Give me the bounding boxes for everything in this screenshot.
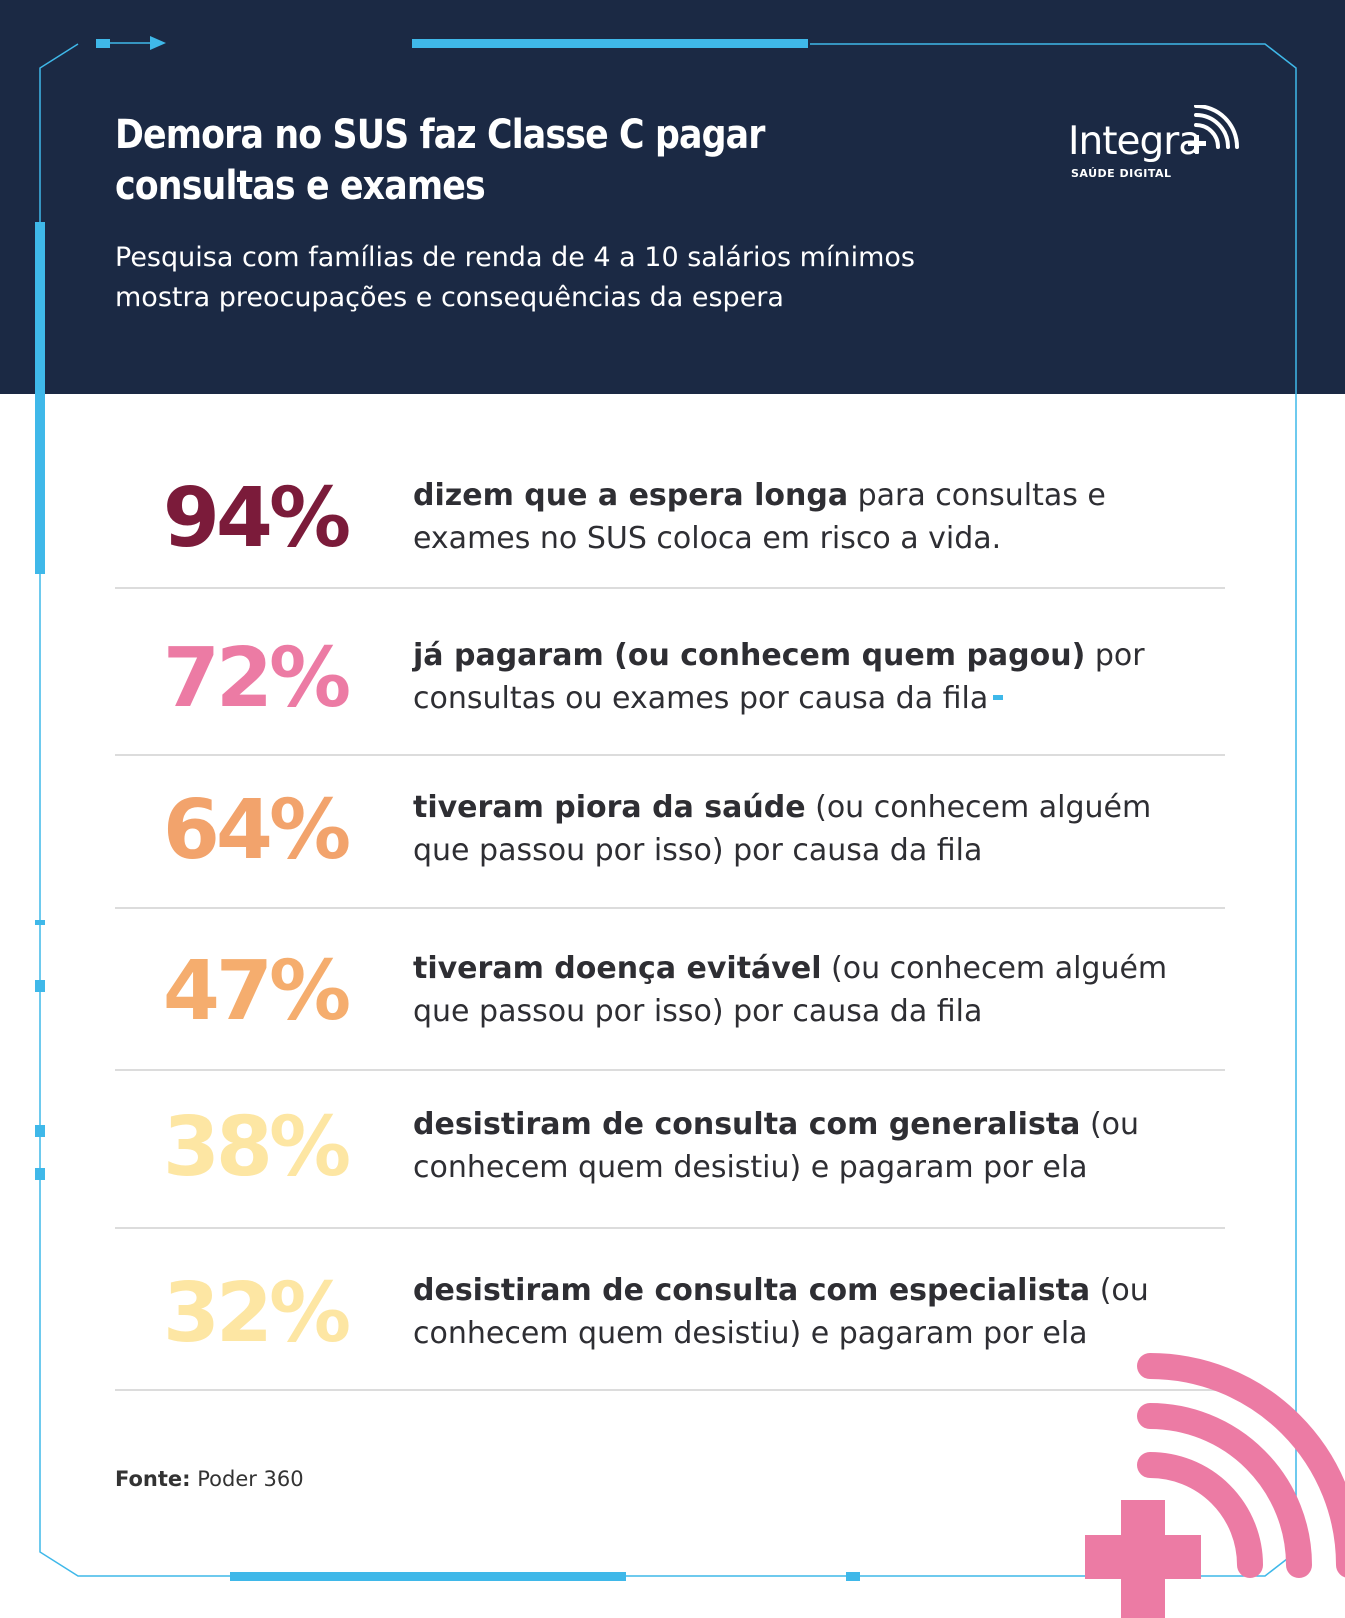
- header-banner: [0, 0, 1345, 394]
- left-accent-dot: [35, 1125, 45, 1137]
- left-accent-bar: [35, 222, 45, 574]
- top-accent-bar: [412, 39, 808, 48]
- bottom-accent-dot: [846, 1572, 860, 1581]
- stat-rest: (ou conhecem alguém que passou por isso)…: [413, 951, 1168, 1029]
- row-divider: [115, 1069, 1225, 1071]
- stat-percentage: 64%: [162, 783, 351, 878]
- stat-description: tiveram doença evitável (ou conhecem alg…: [413, 947, 1193, 1033]
- stat-percentage: 38%: [162, 1100, 351, 1195]
- stat-rest: (ou conhecem quem desistiu) e pagaram po…: [413, 1107, 1140, 1185]
- stat-row: 94% dizem que a espera longa para consul…: [115, 470, 1225, 570]
- stat-highlight: desistiram de consulta com especialista: [413, 1273, 1091, 1308]
- mid-accent-dot: [993, 695, 1003, 700]
- row-divider: [115, 587, 1225, 589]
- stat-rest: para consultas e exames no SUS coloca em…: [413, 478, 1106, 556]
- row-divider: [115, 907, 1225, 909]
- stat-description: desistiram de consulta com generalista (…: [413, 1103, 1193, 1189]
- stat-percentage: 72%: [162, 631, 351, 726]
- stat-highlight: tiveram doença evitável: [413, 951, 822, 986]
- logo-tagline: SAÚDE DIGITAL: [1071, 167, 1172, 180]
- row-divider: [115, 1227, 1225, 1229]
- stat-highlight: dizem que a espera longa: [413, 478, 849, 513]
- stat-description: já pagaram (ou conhecem quem pagou) por …: [413, 634, 1193, 720]
- left-accent-dot: [35, 1168, 45, 1180]
- signal-cross-icon: [1188, 105, 1239, 153]
- stat-row: 72% já pagaram (ou conhecem quem pagou) …: [115, 632, 1225, 732]
- stat-description: tiveram piora da saúde (ou conhecem algu…: [413, 786, 1193, 872]
- stat-row: 32% desistiram de consulta com especiali…: [115, 1267, 1225, 1367]
- stat-row: 64% tiveram piora da saúde (ou conhecem …: [115, 784, 1225, 884]
- stat-highlight: já pagaram (ou conhecem quem pagou): [413, 638, 1086, 673]
- stat-description: desistiram de consulta com especialista …: [413, 1269, 1193, 1355]
- row-divider: [115, 1389, 1225, 1391]
- stat-highlight: desistiram de consulta com generalista: [413, 1107, 1081, 1142]
- stat-rest: (ou conhecem quem desistiu) e pagaram po…: [413, 1273, 1149, 1351]
- left-accent-dot: [35, 980, 45, 992]
- stat-percentage: 32%: [162, 1266, 351, 1361]
- left-accent-dot: [35, 920, 45, 925]
- top-accent-dot: [96, 39, 110, 48]
- brand-logo: Integra SAÚDE DIGITAL: [1068, 105, 1248, 185]
- source-note: Fonte: Poder 360: [115, 1467, 304, 1491]
- source-value: Poder 360: [190, 1467, 304, 1491]
- page-subtitle: Pesquisa com famílias de renda de 4 a 10…: [115, 242, 915, 313]
- stat-rest: por consultas ou exames por causa da fil…: [413, 638, 1145, 716]
- logo-wordmark: Integra: [1068, 119, 1202, 164]
- stat-percentage: 94%: [162, 471, 351, 566]
- source-label: Fonte:: [115, 1467, 191, 1491]
- row-divider: [115, 754, 1225, 756]
- stat-row: 47% tiveram doença evitável (ou conhecem…: [115, 945, 1225, 1045]
- stat-percentage: 47%: [162, 944, 351, 1039]
- stat-description: dizem que a espera longa para consultas …: [413, 474, 1193, 560]
- bottom-accent-bar: [230, 1572, 626, 1581]
- stat-rest: (ou conhecem alguém que passou por isso)…: [413, 790, 1152, 868]
- page-title: Demora no SUS faz Classe C pagar consult…: [115, 112, 765, 209]
- stat-highlight: tiveram piora da saúde: [413, 790, 806, 825]
- stat-row: 38% desistiram de consulta com generalis…: [115, 1101, 1225, 1201]
- signal-cross-icon: [1085, 1353, 1345, 1618]
